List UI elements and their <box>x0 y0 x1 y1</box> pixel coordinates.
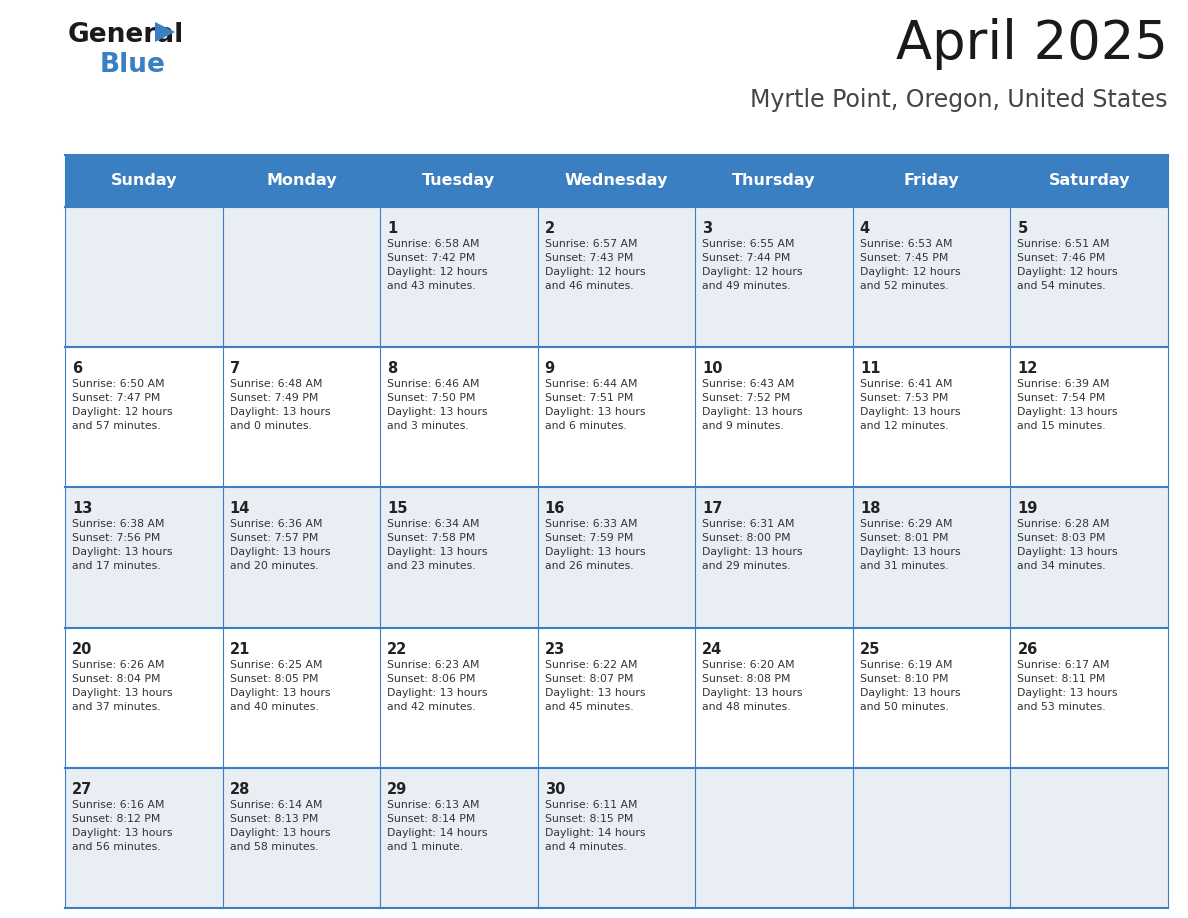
Text: 14: 14 <box>229 501 249 517</box>
Text: Wednesday: Wednesday <box>564 174 668 188</box>
Text: Sunrise: 6:58 AM
Sunset: 7:42 PM
Daylight: 12 hours
and 43 minutes.: Sunrise: 6:58 AM Sunset: 7:42 PM Dayligh… <box>387 239 487 291</box>
Text: Sunrise: 6:44 AM
Sunset: 7:51 PM
Daylight: 13 hours
and 6 minutes.: Sunrise: 6:44 AM Sunset: 7:51 PM Dayligh… <box>545 379 645 431</box>
Text: Sunrise: 6:51 AM
Sunset: 7:46 PM
Daylight: 12 hours
and 54 minutes.: Sunrise: 6:51 AM Sunset: 7:46 PM Dayligh… <box>1017 239 1118 291</box>
Text: 25: 25 <box>860 642 880 656</box>
Text: Tuesday: Tuesday <box>423 174 495 188</box>
Text: Sunrise: 6:29 AM
Sunset: 8:01 PM
Daylight: 13 hours
and 31 minutes.: Sunrise: 6:29 AM Sunset: 8:01 PM Dayligh… <box>860 520 960 571</box>
Bar <box>65 207 1168 347</box>
Text: 7: 7 <box>229 361 240 376</box>
Text: 4: 4 <box>860 221 870 236</box>
Text: Sunrise: 6:22 AM
Sunset: 8:07 PM
Daylight: 13 hours
and 45 minutes.: Sunrise: 6:22 AM Sunset: 8:07 PM Dayligh… <box>545 660 645 711</box>
Bar <box>65 155 1168 207</box>
Text: 11: 11 <box>860 361 880 376</box>
Polygon shape <box>154 22 175 42</box>
Text: Sunrise: 6:20 AM
Sunset: 8:08 PM
Daylight: 13 hours
and 48 minutes.: Sunrise: 6:20 AM Sunset: 8:08 PM Dayligh… <box>702 660 803 711</box>
Text: 16: 16 <box>545 501 565 517</box>
Text: 6: 6 <box>72 361 82 376</box>
Text: 29: 29 <box>387 782 407 797</box>
Text: 12: 12 <box>1017 361 1038 376</box>
Text: Sunrise: 6:38 AM
Sunset: 7:56 PM
Daylight: 13 hours
and 17 minutes.: Sunrise: 6:38 AM Sunset: 7:56 PM Dayligh… <box>72 520 172 571</box>
Text: 22: 22 <box>387 642 407 656</box>
Text: Sunrise: 6:34 AM
Sunset: 7:58 PM
Daylight: 13 hours
and 23 minutes.: Sunrise: 6:34 AM Sunset: 7:58 PM Dayligh… <box>387 520 487 571</box>
Text: Sunrise: 6:16 AM
Sunset: 8:12 PM
Daylight: 13 hours
and 56 minutes.: Sunrise: 6:16 AM Sunset: 8:12 PM Dayligh… <box>72 800 172 852</box>
Text: Sunday: Sunday <box>110 174 177 188</box>
Text: Sunrise: 6:25 AM
Sunset: 8:05 PM
Daylight: 13 hours
and 40 minutes.: Sunrise: 6:25 AM Sunset: 8:05 PM Dayligh… <box>229 660 330 711</box>
Text: Sunrise: 6:26 AM
Sunset: 8:04 PM
Daylight: 13 hours
and 37 minutes.: Sunrise: 6:26 AM Sunset: 8:04 PM Dayligh… <box>72 660 172 711</box>
Text: 24: 24 <box>702 642 722 656</box>
Text: Sunrise: 6:43 AM
Sunset: 7:52 PM
Daylight: 13 hours
and 9 minutes.: Sunrise: 6:43 AM Sunset: 7:52 PM Dayligh… <box>702 379 803 431</box>
Text: Sunrise: 6:14 AM
Sunset: 8:13 PM
Daylight: 13 hours
and 58 minutes.: Sunrise: 6:14 AM Sunset: 8:13 PM Dayligh… <box>229 800 330 852</box>
Text: 3: 3 <box>702 221 713 236</box>
Text: Sunrise: 6:31 AM
Sunset: 8:00 PM
Daylight: 13 hours
and 29 minutes.: Sunrise: 6:31 AM Sunset: 8:00 PM Dayligh… <box>702 520 803 571</box>
Text: 21: 21 <box>229 642 249 656</box>
Text: 28: 28 <box>229 782 249 797</box>
Text: Sunrise: 6:11 AM
Sunset: 8:15 PM
Daylight: 14 hours
and 4 minutes.: Sunrise: 6:11 AM Sunset: 8:15 PM Dayligh… <box>545 800 645 852</box>
Text: 19: 19 <box>1017 501 1038 517</box>
Text: 23: 23 <box>545 642 565 656</box>
Text: Sunrise: 6:36 AM
Sunset: 7:57 PM
Daylight: 13 hours
and 20 minutes.: Sunrise: 6:36 AM Sunset: 7:57 PM Dayligh… <box>229 520 330 571</box>
Text: Sunrise: 6:46 AM
Sunset: 7:50 PM
Daylight: 13 hours
and 3 minutes.: Sunrise: 6:46 AM Sunset: 7:50 PM Dayligh… <box>387 379 487 431</box>
Bar <box>65 487 1168 628</box>
Bar <box>65 767 1168 908</box>
Text: 18: 18 <box>860 501 880 517</box>
Text: Monday: Monday <box>266 174 336 188</box>
Text: Sunrise: 6:48 AM
Sunset: 7:49 PM
Daylight: 13 hours
and 0 minutes.: Sunrise: 6:48 AM Sunset: 7:49 PM Dayligh… <box>229 379 330 431</box>
Text: Sunrise: 6:19 AM
Sunset: 8:10 PM
Daylight: 13 hours
and 50 minutes.: Sunrise: 6:19 AM Sunset: 8:10 PM Dayligh… <box>860 660 960 711</box>
Text: 17: 17 <box>702 501 722 517</box>
Text: Sunrise: 6:41 AM
Sunset: 7:53 PM
Daylight: 13 hours
and 12 minutes.: Sunrise: 6:41 AM Sunset: 7:53 PM Dayligh… <box>860 379 960 431</box>
Text: Saturday: Saturday <box>1049 174 1130 188</box>
Text: Sunrise: 6:13 AM
Sunset: 8:14 PM
Daylight: 14 hours
and 1 minute.: Sunrise: 6:13 AM Sunset: 8:14 PM Dayligh… <box>387 800 487 852</box>
Text: Friday: Friday <box>904 174 960 188</box>
Text: April 2025: April 2025 <box>896 18 1168 70</box>
Text: Sunrise: 6:55 AM
Sunset: 7:44 PM
Daylight: 12 hours
and 49 minutes.: Sunrise: 6:55 AM Sunset: 7:44 PM Dayligh… <box>702 239 803 291</box>
Text: 8: 8 <box>387 361 398 376</box>
Text: 9: 9 <box>545 361 555 376</box>
Text: Myrtle Point, Oregon, United States: Myrtle Point, Oregon, United States <box>751 88 1168 112</box>
Text: 30: 30 <box>545 782 565 797</box>
Text: 10: 10 <box>702 361 722 376</box>
Text: 26: 26 <box>1017 642 1037 656</box>
Text: General: General <box>68 22 184 48</box>
Text: Thursday: Thursday <box>732 174 816 188</box>
Text: Sunrise: 6:57 AM
Sunset: 7:43 PM
Daylight: 12 hours
and 46 minutes.: Sunrise: 6:57 AM Sunset: 7:43 PM Dayligh… <box>545 239 645 291</box>
Text: Blue: Blue <box>100 52 166 78</box>
Text: Sunrise: 6:53 AM
Sunset: 7:45 PM
Daylight: 12 hours
and 52 minutes.: Sunrise: 6:53 AM Sunset: 7:45 PM Dayligh… <box>860 239 960 291</box>
Text: 15: 15 <box>387 501 407 517</box>
Text: 13: 13 <box>72 501 93 517</box>
Text: 1: 1 <box>387 221 398 236</box>
Bar <box>65 628 1168 767</box>
Text: 20: 20 <box>72 642 93 656</box>
Text: Sunrise: 6:17 AM
Sunset: 8:11 PM
Daylight: 13 hours
and 53 minutes.: Sunrise: 6:17 AM Sunset: 8:11 PM Dayligh… <box>1017 660 1118 711</box>
Text: Sunrise: 6:39 AM
Sunset: 7:54 PM
Daylight: 13 hours
and 15 minutes.: Sunrise: 6:39 AM Sunset: 7:54 PM Dayligh… <box>1017 379 1118 431</box>
Text: Sunrise: 6:28 AM
Sunset: 8:03 PM
Daylight: 13 hours
and 34 minutes.: Sunrise: 6:28 AM Sunset: 8:03 PM Dayligh… <box>1017 520 1118 571</box>
Text: Sunrise: 6:50 AM
Sunset: 7:47 PM
Daylight: 12 hours
and 57 minutes.: Sunrise: 6:50 AM Sunset: 7:47 PM Dayligh… <box>72 379 172 431</box>
Bar <box>65 347 1168 487</box>
Text: 2: 2 <box>545 221 555 236</box>
Text: 27: 27 <box>72 782 93 797</box>
Text: Sunrise: 6:33 AM
Sunset: 7:59 PM
Daylight: 13 hours
and 26 minutes.: Sunrise: 6:33 AM Sunset: 7:59 PM Dayligh… <box>545 520 645 571</box>
Text: 5: 5 <box>1017 221 1028 236</box>
Text: Sunrise: 6:23 AM
Sunset: 8:06 PM
Daylight: 13 hours
and 42 minutes.: Sunrise: 6:23 AM Sunset: 8:06 PM Dayligh… <box>387 660 487 711</box>
